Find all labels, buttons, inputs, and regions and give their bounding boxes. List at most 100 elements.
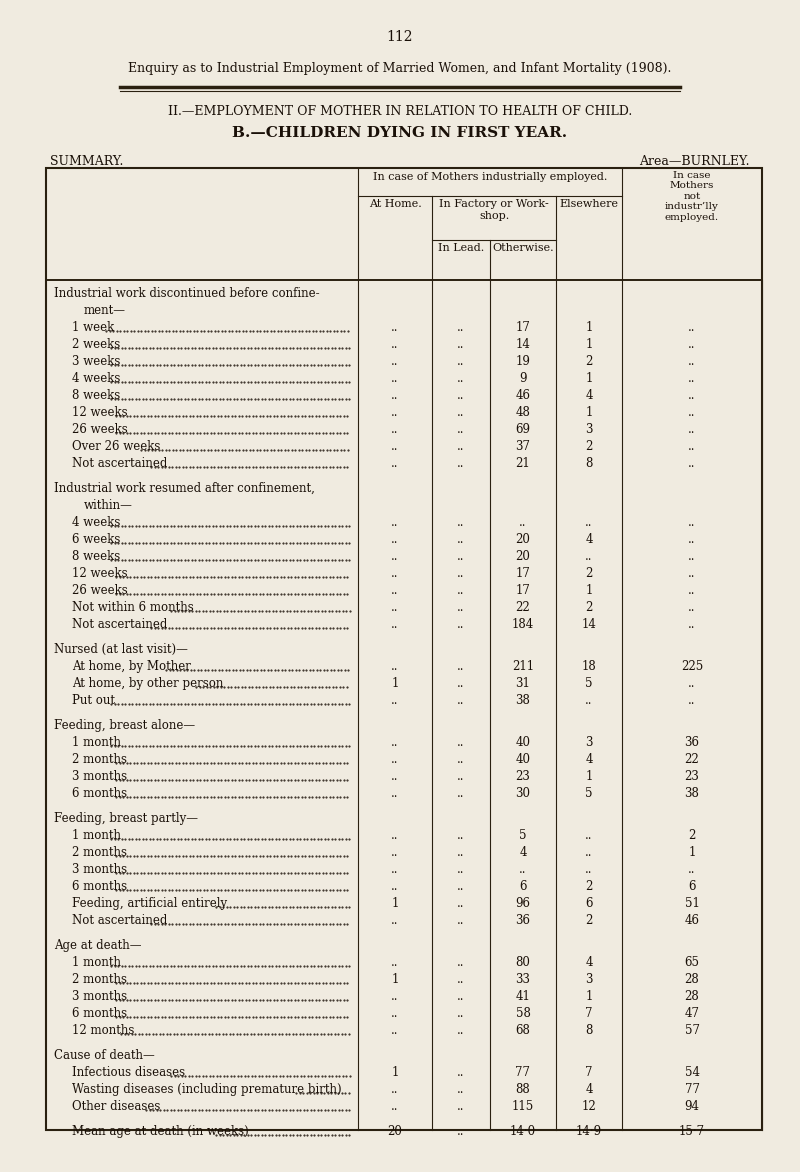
Text: Cause of death—: Cause of death— bbox=[54, 1049, 154, 1062]
Text: 38: 38 bbox=[685, 788, 699, 800]
Text: ..: .. bbox=[458, 355, 465, 368]
Text: 15·7: 15·7 bbox=[679, 1125, 705, 1138]
Text: 112: 112 bbox=[386, 30, 414, 45]
Text: 1: 1 bbox=[391, 897, 398, 909]
Text: ..: .. bbox=[458, 677, 465, 690]
Text: ..: .. bbox=[391, 956, 398, 969]
Text: ..: .. bbox=[458, 956, 465, 969]
Text: 1: 1 bbox=[688, 846, 696, 859]
Text: ment—: ment— bbox=[84, 304, 126, 316]
Text: ..: .. bbox=[458, 440, 465, 454]
Text: 30: 30 bbox=[515, 788, 530, 800]
Text: ..: .. bbox=[391, 457, 398, 470]
Text: 4 weeks: 4 weeks bbox=[72, 516, 120, 529]
Text: ..: .. bbox=[688, 694, 696, 707]
Text: Not ascertained: Not ascertained bbox=[72, 457, 167, 470]
Text: Not ascertained: Not ascertained bbox=[72, 618, 167, 631]
Text: 37: 37 bbox=[515, 440, 530, 454]
Text: ..: .. bbox=[458, 1024, 465, 1037]
Text: 1: 1 bbox=[586, 990, 593, 1003]
Text: 4: 4 bbox=[586, 752, 593, 766]
Text: ..: .. bbox=[391, 694, 398, 707]
Text: 14·9: 14·9 bbox=[576, 1125, 602, 1138]
Text: 12 weeks: 12 weeks bbox=[72, 567, 128, 580]
Text: ..: .. bbox=[458, 846, 465, 859]
Text: ..: .. bbox=[458, 1125, 465, 1138]
Text: 2 weeks: 2 weeks bbox=[72, 338, 120, 350]
Text: Put out: Put out bbox=[72, 694, 115, 707]
Text: ..: .. bbox=[586, 863, 593, 875]
Text: 5: 5 bbox=[519, 829, 526, 841]
Text: 2: 2 bbox=[586, 914, 593, 927]
Text: 8: 8 bbox=[586, 1024, 593, 1037]
Text: 54: 54 bbox=[685, 1067, 699, 1079]
Text: Infectious diseases: Infectious diseases bbox=[72, 1067, 185, 1079]
Text: 1: 1 bbox=[586, 770, 593, 783]
Text: within—: within— bbox=[84, 499, 133, 512]
Text: 14: 14 bbox=[582, 618, 597, 631]
Text: ..: .. bbox=[586, 516, 593, 529]
Text: ..: .. bbox=[688, 516, 696, 529]
Text: 38: 38 bbox=[515, 694, 530, 707]
Text: 2: 2 bbox=[586, 567, 593, 580]
Text: ..: .. bbox=[586, 846, 593, 859]
Text: 1: 1 bbox=[586, 406, 593, 420]
Text: ..: .. bbox=[391, 1101, 398, 1113]
Text: In case
Mothers
not
industr’lly
employed.: In case Mothers not industr’lly employed… bbox=[665, 171, 719, 222]
Text: 40: 40 bbox=[515, 736, 530, 749]
Text: ..: .. bbox=[688, 863, 696, 875]
Text: B.—CHILDREN DYING IN FIRST YEAR.: B.—CHILDREN DYING IN FIRST YEAR. bbox=[233, 127, 567, 139]
Text: 3 months: 3 months bbox=[72, 770, 127, 783]
Text: ..: .. bbox=[688, 321, 696, 334]
Text: ..: .. bbox=[458, 406, 465, 420]
Text: 31: 31 bbox=[515, 677, 530, 690]
Text: ..: .. bbox=[458, 770, 465, 783]
Text: 2: 2 bbox=[586, 355, 593, 368]
Text: ..: .. bbox=[458, 897, 465, 909]
Text: Area—BURNLEY.: Area—BURNLEY. bbox=[639, 155, 750, 168]
Text: 22: 22 bbox=[685, 752, 699, 766]
Text: ..: .. bbox=[458, 601, 465, 614]
Text: ..: .. bbox=[458, 567, 465, 580]
Text: 4: 4 bbox=[519, 846, 526, 859]
Text: ..: .. bbox=[688, 338, 696, 350]
Text: 184: 184 bbox=[512, 618, 534, 631]
Text: Industrial work resumed after confinement,: Industrial work resumed after confinemen… bbox=[54, 482, 315, 495]
Text: 2: 2 bbox=[688, 829, 696, 841]
Text: ..: .. bbox=[391, 355, 398, 368]
Text: 23: 23 bbox=[515, 770, 530, 783]
Text: ..: .. bbox=[458, 1083, 465, 1096]
Text: ..: .. bbox=[391, 372, 398, 384]
Text: ..: .. bbox=[688, 550, 696, 563]
Text: 2: 2 bbox=[586, 880, 593, 893]
Text: ..: .. bbox=[688, 584, 696, 597]
Text: 2: 2 bbox=[586, 601, 593, 614]
Text: ..: .. bbox=[391, 550, 398, 563]
Text: 4 weeks: 4 weeks bbox=[72, 372, 120, 384]
Text: ..: .. bbox=[391, 770, 398, 783]
Text: 26 weeks: 26 weeks bbox=[72, 584, 128, 597]
Text: ..: .. bbox=[391, 423, 398, 436]
Text: ..: .. bbox=[391, 440, 398, 454]
Text: 1: 1 bbox=[391, 973, 398, 986]
Text: 22: 22 bbox=[516, 601, 530, 614]
Text: 1 month: 1 month bbox=[72, 956, 121, 969]
Text: ..: .. bbox=[458, 618, 465, 631]
Text: ..: .. bbox=[391, 914, 398, 927]
Text: In case of Mothers industrially employed.: In case of Mothers industrially employed… bbox=[373, 172, 607, 182]
Text: ..: .. bbox=[391, 736, 398, 749]
Text: 1: 1 bbox=[391, 677, 398, 690]
Text: ..: .. bbox=[391, 1007, 398, 1020]
Text: 4: 4 bbox=[586, 956, 593, 969]
Text: 8: 8 bbox=[586, 457, 593, 470]
Text: 65: 65 bbox=[685, 956, 699, 969]
Text: 12: 12 bbox=[582, 1101, 596, 1113]
Text: ..: .. bbox=[458, 863, 465, 875]
Text: 2 months: 2 months bbox=[72, 752, 127, 766]
Text: At home, by Mother: At home, by Mother bbox=[72, 660, 191, 673]
Text: Wasting diseases (including premature birth): Wasting diseases (including premature bi… bbox=[72, 1083, 342, 1096]
Text: 96: 96 bbox=[515, 897, 530, 909]
Text: ..: .. bbox=[458, 550, 465, 563]
Text: 36: 36 bbox=[515, 914, 530, 927]
Text: ..: .. bbox=[688, 389, 696, 402]
